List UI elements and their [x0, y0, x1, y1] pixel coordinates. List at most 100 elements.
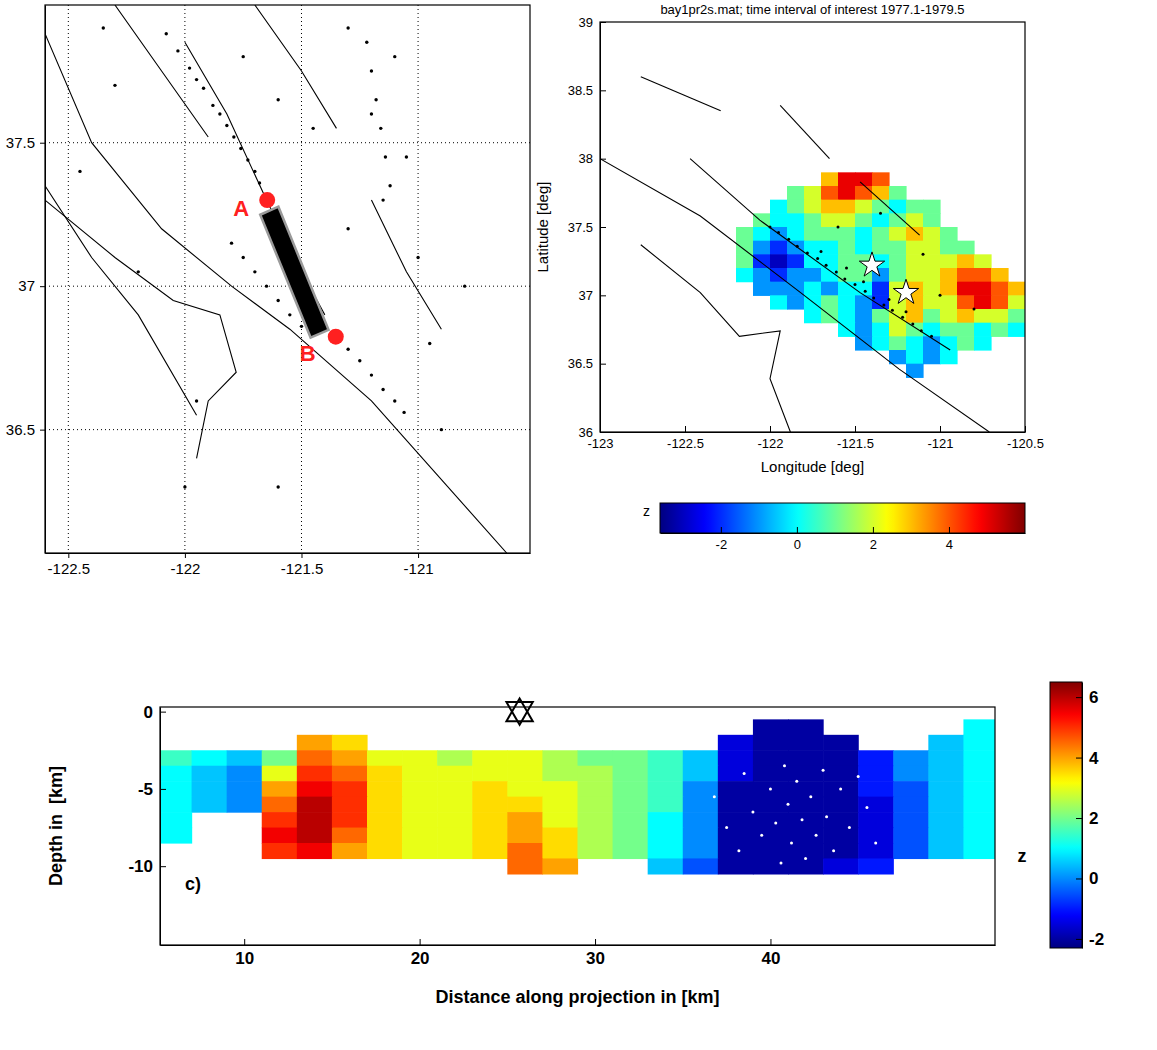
- plot-frame: [600, 22, 1025, 432]
- heatmap-cell: [963, 766, 995, 782]
- heatmap-cell: [507, 750, 543, 766]
- heatmap-cell: [297, 797, 333, 813]
- event-dot: [769, 787, 772, 790]
- heatmap-cell: [472, 766, 508, 782]
- heatmap-cell: [472, 781, 508, 797]
- event-dot: [888, 298, 891, 301]
- event-dot: [839, 787, 842, 790]
- tick: -10: [128, 857, 166, 876]
- tick: 0: [794, 527, 801, 552]
- heatmap-cell: [227, 750, 263, 766]
- heatmap-cell: [804, 309, 822, 323]
- tick-label: 36: [579, 425, 593, 440]
- event-dot: [374, 98, 377, 101]
- heatmap-cell: [683, 812, 719, 828]
- heatmap-cell: [838, 323, 856, 337]
- heatmap-cell: [736, 254, 754, 268]
- plot-background: [600, 22, 1025, 432]
- heatmap-cell: [718, 858, 754, 874]
- y-axis: -10-50: [128, 703, 166, 946]
- tick-label: 37: [579, 288, 593, 303]
- tick-label: 2: [1089, 809, 1098, 828]
- heatmap-cell: [718, 828, 754, 844]
- heatmap-cell: [858, 781, 894, 797]
- tick: -121: [927, 426, 953, 451]
- heatmap-cell: [838, 295, 856, 309]
- heatmap-cell: [332, 843, 368, 859]
- heatmap-cell: [787, 200, 805, 214]
- heatmap-cell: [613, 781, 649, 797]
- event-dot: [843, 277, 846, 280]
- event-dot: [790, 842, 793, 845]
- tick-mark: [301, 553, 302, 558]
- tick-mark: [244, 939, 245, 945]
- heatmap-cell: [787, 241, 805, 255]
- tick-mark: [1076, 939, 1082, 940]
- heatmap-cell: [928, 812, 964, 828]
- heatmap-cell: [160, 781, 192, 797]
- event-dot: [939, 294, 942, 297]
- event-dot: [346, 348, 349, 351]
- heatmap-cell: [770, 213, 788, 227]
- event-dot: [806, 251, 809, 254]
- heatmap-cell: [542, 781, 578, 797]
- tick: 4: [1076, 749, 1099, 768]
- heatmap-cell: [804, 213, 822, 227]
- tick-mark: [600, 227, 606, 228]
- heatmap-cell: [332, 781, 368, 797]
- tick-mark: [1076, 697, 1082, 698]
- tick-label: 10: [235, 949, 254, 968]
- event-dot: [463, 284, 466, 287]
- heatmap-cell: [889, 200, 907, 214]
- event-dot: [428, 342, 431, 345]
- event-dot: [804, 857, 807, 860]
- heatmap-cell: [974, 268, 992, 282]
- axis-title: Distance along projection in [km]: [435, 987, 719, 1007]
- heatmap-cell: [928, 735, 964, 751]
- event-dot: [774, 821, 777, 824]
- heatmap-cell: [823, 750, 859, 766]
- tick-mark: [1076, 818, 1082, 819]
- event-dot: [796, 245, 799, 248]
- heatmap-cell: [753, 750, 789, 766]
- event-dot: [862, 280, 865, 283]
- heatmap-cell: [788, 750, 824, 766]
- heatmap-cell: [872, 172, 890, 186]
- tick-mark: [855, 426, 856, 432]
- heatmap-cell: [872, 241, 890, 255]
- tick-mark: [600, 432, 606, 433]
- heatmap-cell: [1008, 295, 1025, 309]
- event-dot: [202, 87, 205, 90]
- tick-mark: [600, 22, 606, 23]
- heatmap-cell: [889, 350, 907, 364]
- heatmap-cell: [367, 750, 403, 766]
- event-dot: [195, 78, 198, 81]
- heatmap-cell: [332, 828, 368, 844]
- colorbar-axis: -2024: [661, 527, 1026, 552]
- heatmap-cell: [753, 812, 789, 828]
- fault-line: [600, 159, 989, 432]
- grid: [45, 5, 530, 553]
- heatmap-cell: [893, 797, 929, 813]
- axis-line: [161, 945, 996, 946]
- heatmap-cell: [437, 812, 473, 828]
- tick: 36.5: [568, 356, 606, 371]
- heatmap-cell: [472, 812, 508, 828]
- event-dot: [176, 49, 179, 52]
- heatmap-cell: [923, 227, 941, 241]
- tick-label: -10: [128, 857, 153, 876]
- event-dot: [751, 811, 754, 814]
- heatmap-cell: [858, 828, 894, 844]
- star-part: [506, 702, 532, 725]
- heatmap-cell: [683, 843, 719, 859]
- fault-line: [690, 159, 950, 350]
- heatmap-cell: [578, 812, 614, 828]
- tick-mark: [949, 527, 950, 533]
- tick-mark: [420, 939, 421, 945]
- tick: -122: [170, 553, 200, 577]
- star-marker: [859, 252, 884, 276]
- axis-title: Longitude [deg]: [761, 458, 864, 475]
- tick-label: -2: [716, 537, 728, 552]
- events: [78, 26, 466, 488]
- heatmap-cell: [940, 254, 958, 268]
